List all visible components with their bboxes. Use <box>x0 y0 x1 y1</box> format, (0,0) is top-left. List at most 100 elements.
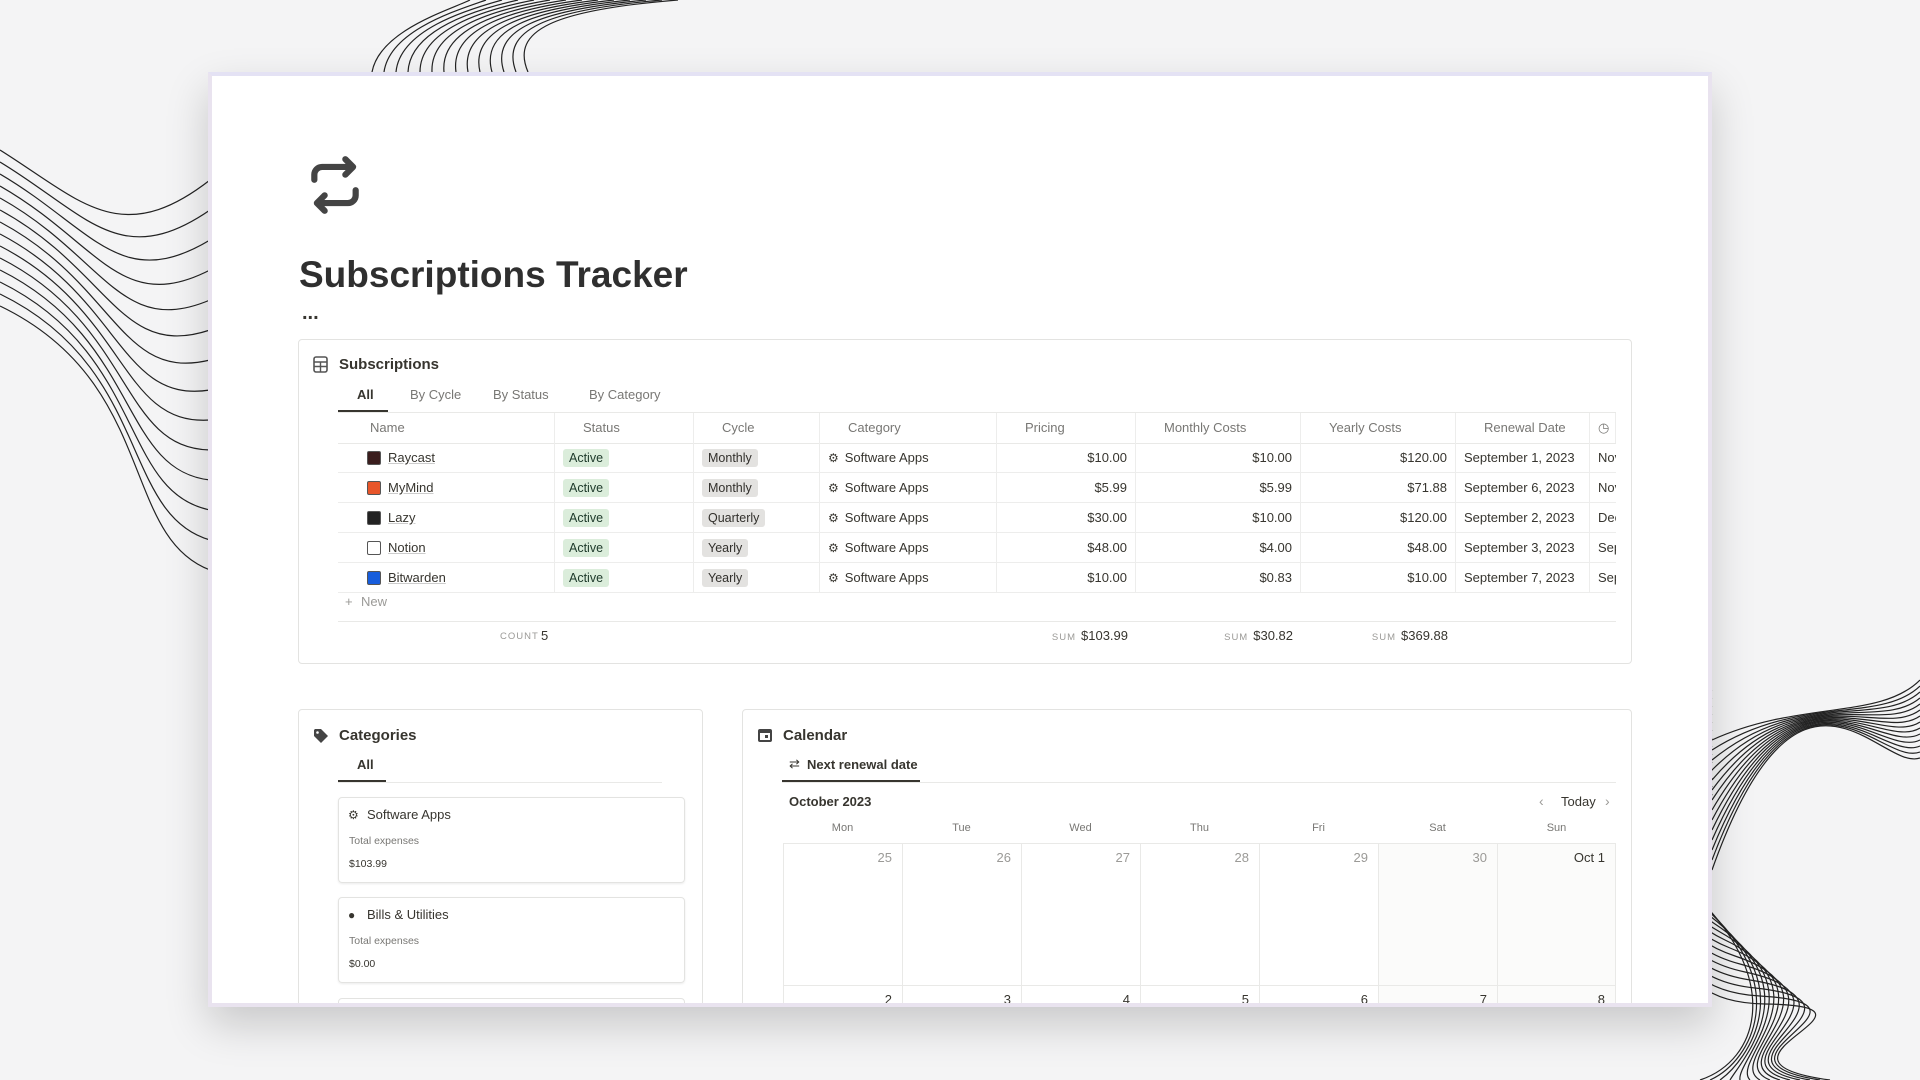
wave-line <box>0 209 211 337</box>
calendar-day[interactable]: 30 <box>1378 843 1497 985</box>
wave-line <box>383 0 487 73</box>
calendar-day[interactable]: 2 <box>783 985 902 1007</box>
calendar-day[interactable]: 5 <box>1140 985 1259 1003</box>
wave-line <box>1711 697 1920 771</box>
new-row-button[interactable]: + <box>345 594 353 609</box>
table-cell: Yearly <box>694 533 820 563</box>
card-label: Total expenses <box>349 835 420 847</box>
row-name[interactable]: Notion <box>388 540 426 555</box>
day-number: 4 <box>1122 992 1130 1007</box>
calendar-day[interactable]: Oct 1 <box>1497 843 1616 985</box>
category-value: Software Apps <box>844 540 929 555</box>
more-button[interactable]: ... <box>302 302 319 324</box>
category-icon: ⚙ <box>828 541 839 555</box>
wave-line <box>501 0 647 73</box>
wave-line <box>523 0 679 73</box>
app-icon <box>367 451 381 465</box>
day-number: 2 <box>884 992 892 1007</box>
calendar-day[interactable]: 3 <box>902 985 1021 1003</box>
wave-line <box>1711 703 1920 781</box>
calendar-day[interactable]: 27 <box>1021 843 1140 985</box>
row-name[interactable]: MyMind <box>388 480 434 495</box>
wave-line <box>466 0 599 73</box>
prev-button[interactable]: ‹ <box>1539 793 1544 809</box>
category-card[interactable]: ⚙ Software Apps Total expenses $103.99 <box>338 797 685 883</box>
wave-line <box>1711 719 1920 821</box>
view-tab[interactable]: By Status <box>493 387 549 402</box>
view-tab[interactable]: All <box>357 387 374 402</box>
app-window: Subscriptions Tracker ... Subscriptions … <box>208 72 1712 1007</box>
row-name[interactable]: Raycast <box>388 450 435 465</box>
app-icon <box>367 571 381 585</box>
table-cell: $71.88 <box>1301 473 1456 503</box>
app-icon <box>367 511 381 525</box>
table-cell: ⚙ Software Apps <box>820 533 997 563</box>
view-tab[interactable]: All <box>357 757 374 772</box>
row-name[interactable]: Bitwarden <box>388 570 446 585</box>
calendar-day[interactable]: 26 <box>902 843 1021 985</box>
wave-line <box>0 293 211 541</box>
calendar-day[interactable]: 29 <box>1259 843 1378 985</box>
header-divider <box>338 443 1616 444</box>
wave-line <box>1711 720 1920 831</box>
wave-line <box>0 257 211 451</box>
wave-line <box>1711 679 1920 741</box>
table-cell: Monthly <box>694 473 820 503</box>
day-number: 26 <box>996 850 1011 865</box>
view-tab[interactable]: Next renewal date <box>807 757 918 772</box>
wave-line <box>1711 718 1920 811</box>
footer-divider <box>338 621 1616 622</box>
status-tag: Active <box>563 509 610 527</box>
calendar-day[interactable]: 6 <box>1259 985 1378 1007</box>
column-header: Name <box>338 413 555 443</box>
block-title: Categories <box>339 727 417 744</box>
calendar-day[interactable]: 4 <box>1021 985 1140 1007</box>
view-tab[interactable]: By Category <box>589 387 661 402</box>
table-cell: $48.00 <box>1301 533 1456 563</box>
page-icon <box>311 156 359 214</box>
table-cell: Active <box>555 533 694 563</box>
wave-line <box>407 0 519 73</box>
table-cell: Active <box>555 473 694 503</box>
day-number: 6 <box>1360 992 1368 1007</box>
calendar-day[interactable]: 28 <box>1140 843 1259 985</box>
column-header-icon: ◷ <box>1590 413 1616 443</box>
calendar-day[interactable]: 7 <box>1378 985 1497 1003</box>
tab-icon: ⇄ <box>789 756 800 771</box>
wave-line <box>0 149 211 216</box>
table-cell: $10.00 <box>1136 443 1301 473</box>
calendar-day[interactable]: 25 <box>783 843 902 985</box>
table-cell: $30.00 <box>997 503 1136 533</box>
status-tag: Active <box>563 539 610 557</box>
wave-line <box>455 0 583 73</box>
weekday-label: Wed <box>1069 822 1092 834</box>
block-title: Calendar <box>783 727 848 744</box>
view-tab[interactable]: By Cycle <box>410 387 462 402</box>
tab-underline <box>782 780 920 782</box>
table-cell: Nov <box>1590 473 1616 503</box>
sum-value: $30.82 <box>1253 628 1293 643</box>
weekday-label: Mon <box>831 822 854 834</box>
card-icon: ● <box>348 908 356 922</box>
category-card[interactable]: ● Bills & Utilities Total expenses $0.00 <box>338 897 685 983</box>
row-name[interactable]: Lazy <box>388 510 416 525</box>
new-row-button[interactable]: New <box>361 594 388 609</box>
table-cell: ⚙ Software Apps <box>820 473 997 503</box>
sum-cell: SUM $30.82 <box>1101 628 1293 643</box>
table-icon <box>313 356 328 373</box>
table-cell: Active <box>555 563 694 593</box>
table-cell: MyMind <box>338 473 555 503</box>
wave-line <box>395 0 503 73</box>
next-button[interactable]: › <box>1605 793 1610 809</box>
column-header: Renewal Date <box>1456 413 1590 443</box>
category-icon: ⚙ <box>828 451 839 465</box>
sum-value: $103.99 <box>1081 628 1128 643</box>
table-cell: Quarterly <box>694 503 820 533</box>
calendar-day[interactable]: 8 <box>1497 985 1616 1003</box>
category-card[interactable] <box>338 998 685 1003</box>
day-number: 30 <box>1472 850 1487 865</box>
tag-icon <box>314 729 328 743</box>
wave-line <box>0 233 211 392</box>
today-button[interactable]: Today <box>1561 794 1596 809</box>
